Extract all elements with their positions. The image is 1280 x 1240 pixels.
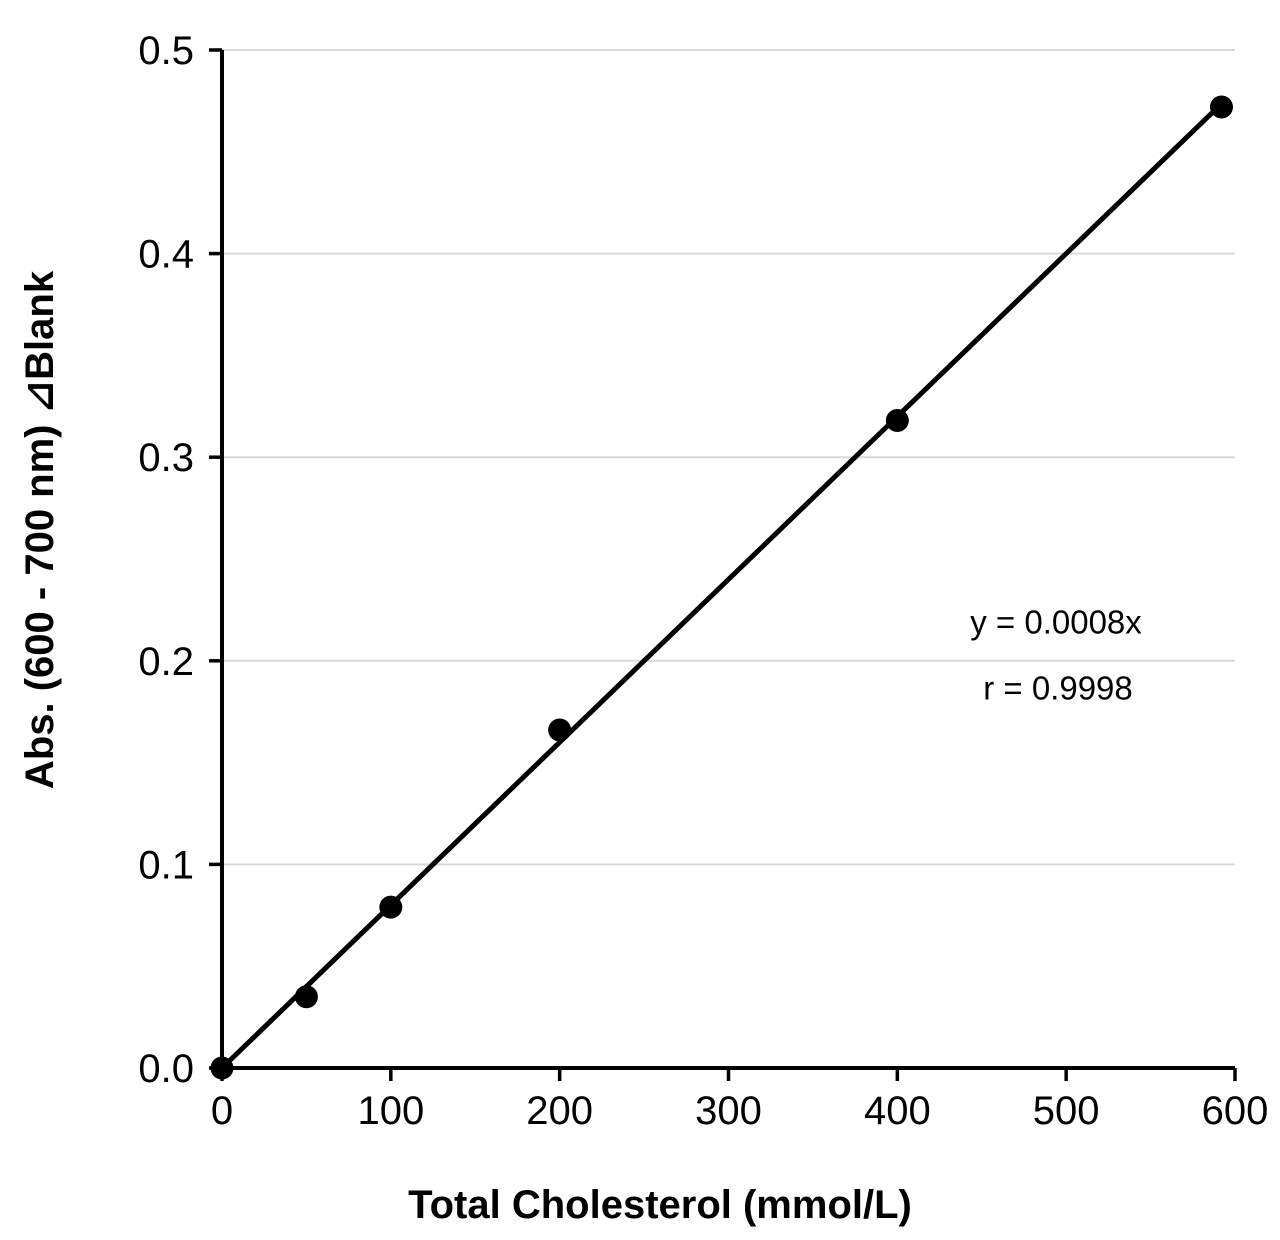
x-tick-label: 400 [864,1089,931,1133]
x-tick-label: 100 [357,1089,424,1133]
x-tick-label: 500 [1033,1089,1100,1133]
x-tick-label: 200 [526,1089,593,1133]
x-tick-label: 600 [1202,1089,1269,1133]
x-tick-label: 0 [211,1089,233,1133]
y-tick-label: 0.1 [138,843,194,887]
data-point [548,718,572,742]
correlation-coefficient-label: r = 0.9998 [983,669,1133,707]
x-tick-label: 300 [695,1089,762,1133]
data-point [379,895,403,919]
data-point [294,985,318,1009]
y-tick-label: 0.4 [138,233,194,277]
y-tick-label: 0.5 [138,29,194,73]
data-point [1209,95,1233,119]
y-tick-label: 0.2 [138,640,194,684]
y-tick-label: 0.0 [138,1047,194,1091]
trendline-equation-label: y = 0.0008x [970,603,1142,641]
data-point [210,1056,234,1080]
y-axis-title: Abs. (600 - 700 nm) ⊿Blank [18,270,62,790]
x-axis-title: Total Cholesterol (mmol/L) [408,1183,912,1227]
data-point [885,409,909,433]
y-tick-label: 0.3 [138,436,194,480]
trendline [219,101,1224,1071]
